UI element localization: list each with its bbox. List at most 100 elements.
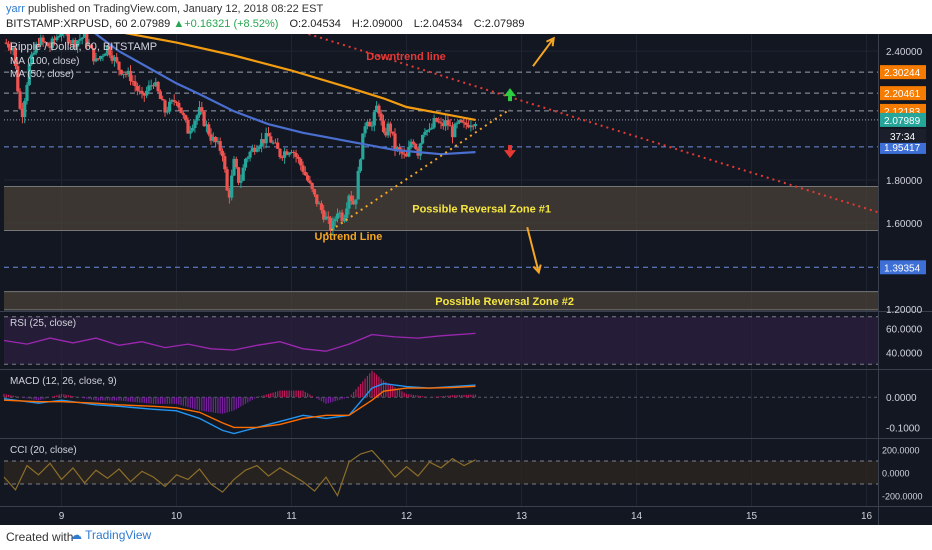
candle-body xyxy=(89,44,93,49)
publish-line: yarr published on TradingView.com, Janua… xyxy=(6,3,323,15)
time-tick: 13 xyxy=(516,511,528,522)
candle-body xyxy=(398,147,402,150)
candle-body xyxy=(48,46,52,48)
candle-body xyxy=(296,156,300,159)
candle-body xyxy=(96,58,100,60)
candle-body xyxy=(85,34,89,46)
time-tick: 12 xyxy=(401,511,413,522)
symbol-label: BITSTAMP:XRPUSD, 60 xyxy=(6,18,128,30)
legend-rsi: RSI (25, close) xyxy=(10,318,76,329)
candle-body xyxy=(269,136,273,143)
legend-ma100: MA (100, close) xyxy=(10,56,79,67)
candle-body xyxy=(365,121,369,127)
price-tag-text: 2.12183 xyxy=(884,107,921,118)
candle-body xyxy=(409,141,413,147)
rsi-tick: 60.0000 xyxy=(886,325,923,336)
time-tick: 10 xyxy=(171,511,183,522)
candle-body xyxy=(165,111,169,113)
price-tag-text: 1.95417 xyxy=(884,143,921,154)
candle-body xyxy=(427,129,432,131)
candle-body xyxy=(99,56,103,59)
footer: Created with ☁ TradingView xyxy=(0,525,932,550)
price-change: +0.16321 (+8.52%) xyxy=(184,18,279,30)
candle-body xyxy=(13,47,18,67)
arrow-up-icon xyxy=(532,37,555,67)
candle-body xyxy=(257,146,261,149)
candle-body xyxy=(287,152,291,155)
price-tick: 1.20000 xyxy=(886,305,923,316)
candle-body xyxy=(317,203,321,205)
candle-body xyxy=(211,136,215,141)
time-tick: 16 xyxy=(861,511,873,522)
price-tag-text: 2.07989 xyxy=(884,116,921,127)
candle-body xyxy=(368,121,372,127)
candle-body xyxy=(105,45,110,54)
candle-body xyxy=(418,143,422,156)
candle-body xyxy=(147,85,151,91)
candle-body xyxy=(30,54,34,65)
candle-body xyxy=(156,81,160,92)
macd-tick: 0.0000 xyxy=(886,393,917,404)
candle-body xyxy=(335,213,340,219)
candle-body xyxy=(308,180,312,184)
ma100-line xyxy=(124,34,476,121)
price-tag-text: 2.20461 xyxy=(884,89,921,100)
candle-body xyxy=(94,58,98,62)
candle-body xyxy=(404,153,409,157)
cloud-icon: ☁ xyxy=(70,528,82,542)
candle-body xyxy=(377,105,381,114)
cci-tick: -200.0000 xyxy=(882,492,923,502)
candle-body xyxy=(310,183,314,190)
candle-body xyxy=(379,113,383,121)
candle-body xyxy=(191,127,195,131)
candle-body xyxy=(71,40,75,44)
uptrend-line xyxy=(325,108,511,235)
candle-body xyxy=(455,122,459,125)
candle-body xyxy=(271,142,275,144)
candle-body xyxy=(243,158,248,168)
candle-body xyxy=(4,42,8,44)
candle-body xyxy=(276,142,280,149)
candle-body xyxy=(41,37,45,42)
candle-body xyxy=(140,91,144,94)
candle-body xyxy=(174,101,179,103)
candle-body xyxy=(421,134,425,144)
ma50-line xyxy=(94,34,476,156)
candle-body xyxy=(312,189,317,195)
candle-body xyxy=(430,127,434,130)
candle-body xyxy=(241,167,245,181)
countdown-tag xyxy=(880,128,926,143)
candle-body xyxy=(216,141,220,143)
cci-tick: 200.0000 xyxy=(882,445,920,455)
candle-body xyxy=(122,73,126,75)
candle-body xyxy=(354,199,358,205)
downtrend-label: Downtrend line xyxy=(366,51,445,63)
candle-body xyxy=(20,108,24,118)
candle-body xyxy=(255,148,259,152)
price-tag xyxy=(880,260,926,275)
header: yarr published on TradingView.com, Janua… xyxy=(0,0,932,34)
author-link[interactable]: yarr xyxy=(6,3,25,15)
ohlc-line: BITSTAMP:XRPUSD, 60 2.07989 ▲+0.16321 (+… xyxy=(6,18,525,30)
candle-body xyxy=(329,217,333,231)
low-value: L:2.04534 xyxy=(413,18,463,30)
candle-body xyxy=(262,139,266,144)
candle-body xyxy=(234,158,238,168)
candle-body xyxy=(331,221,335,231)
candle-body xyxy=(193,120,197,128)
candle-body xyxy=(117,61,121,70)
up-arrow-icon: ▲ xyxy=(173,18,185,30)
candle-body xyxy=(92,48,96,62)
legend-macd: MACD (12, 26, close, 9) xyxy=(10,376,117,387)
candle-body xyxy=(473,123,478,127)
price-chart[interactable]: Downtrend line Uptrend Line Possible Rever… xyxy=(0,34,932,525)
rsi-tick: 40.0000 xyxy=(886,348,923,359)
candle-body xyxy=(202,111,206,127)
candle-body xyxy=(133,81,137,86)
candle-body xyxy=(260,139,264,147)
tradingview-logo[interactable]: ☁ TradingView xyxy=(70,528,151,542)
candle-body xyxy=(57,35,61,38)
candle-body xyxy=(292,151,296,154)
green-up-stem xyxy=(508,96,512,102)
price-tag xyxy=(880,112,926,127)
